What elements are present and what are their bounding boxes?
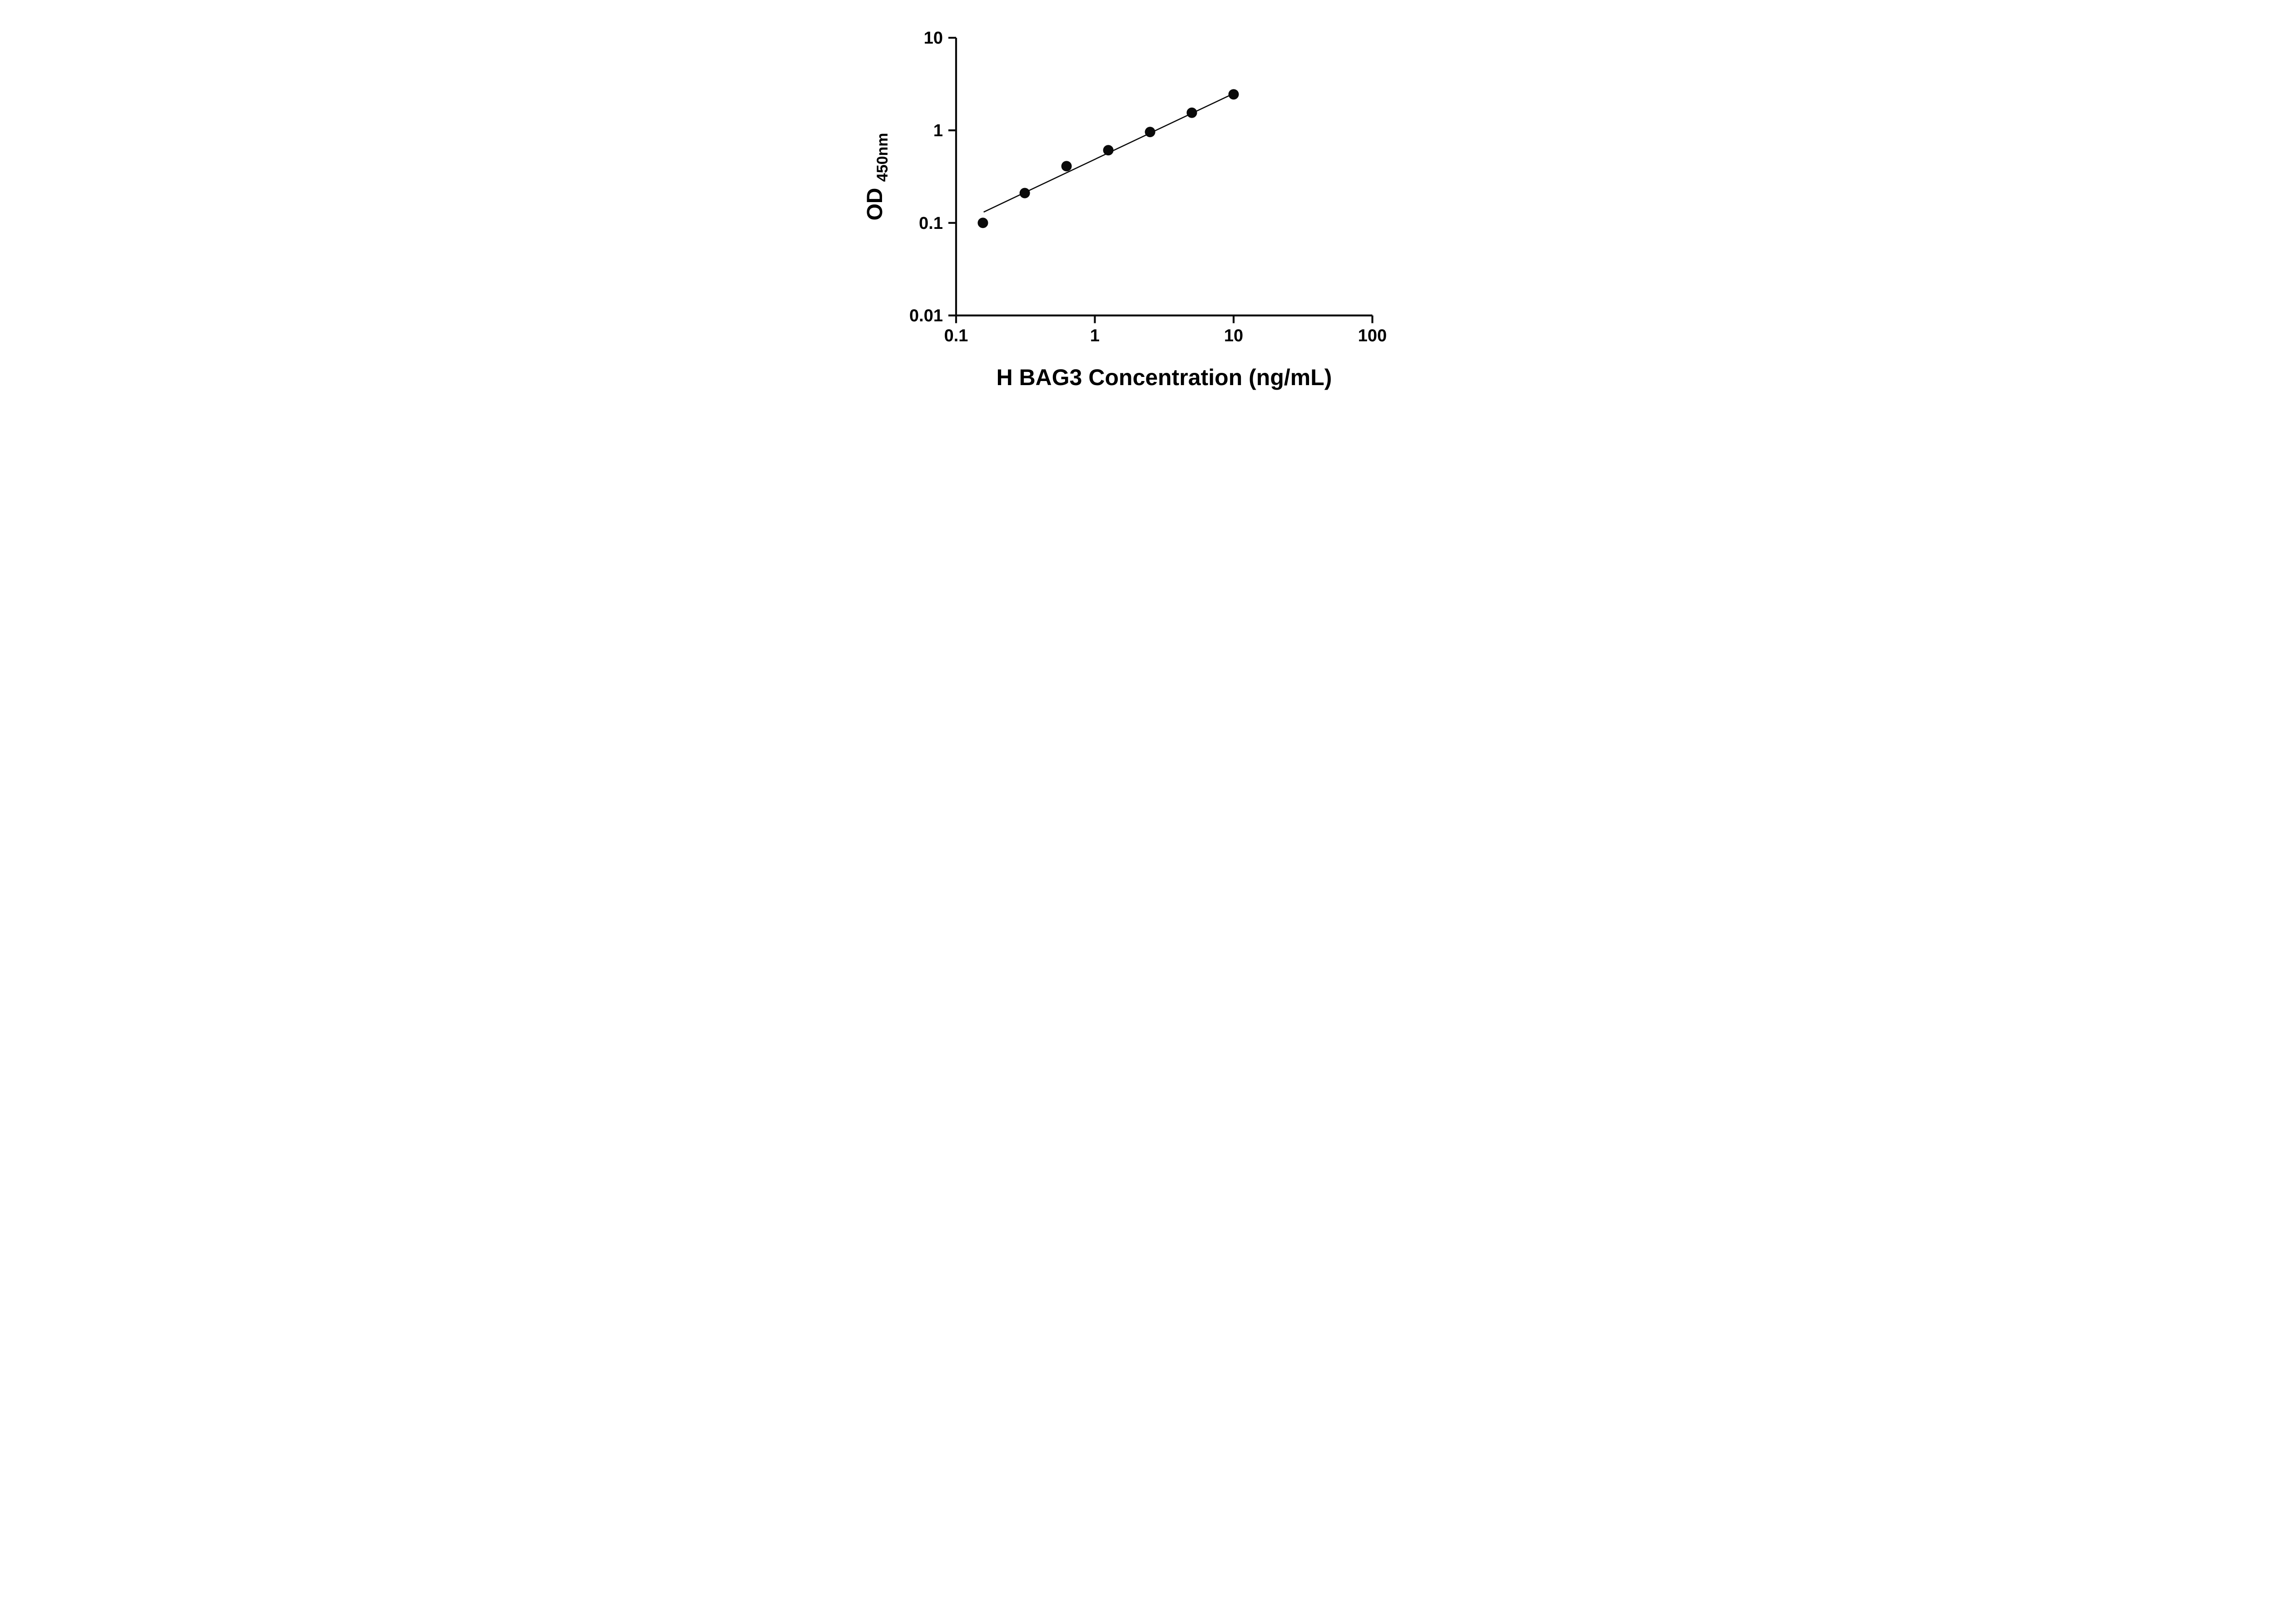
x-tick-label: 1 <box>1090 327 1099 346</box>
y-axis-title-main: OD <box>863 188 887 221</box>
y-axis-title: OD 450nm <box>863 133 891 220</box>
y-tick-label: 1 <box>933 121 942 140</box>
data-point <box>1145 127 1155 138</box>
chart-svg: H BAG3 Concentration (ng/mL) OD 450nm 0.… <box>863 29 1387 390</box>
data-point <box>977 218 988 228</box>
data-point <box>1186 107 1197 118</box>
y-tick-label: 0.1 <box>919 214 943 233</box>
y-tick-label: 10 <box>923 29 942 48</box>
elisa-standard-curve-figure: H BAG3 Concentration (ng/mL) OD 450nm 0.… <box>842 0 1429 406</box>
data-point <box>1103 145 1114 156</box>
x-tick-label: 10 <box>1224 327 1243 346</box>
y-axis-title-subscript: 450nm <box>874 133 891 182</box>
x-tick-label: 0.1 <box>944 327 968 346</box>
x-tick-label: 100 <box>1358 327 1386 346</box>
x-axis-title: H BAG3 Concentration (ng/mL) <box>996 365 1332 390</box>
data-point <box>1019 188 1030 198</box>
data-point <box>1228 89 1239 100</box>
y-tick-label: 0.01 <box>909 307 943 326</box>
data-point <box>1061 161 1072 172</box>
